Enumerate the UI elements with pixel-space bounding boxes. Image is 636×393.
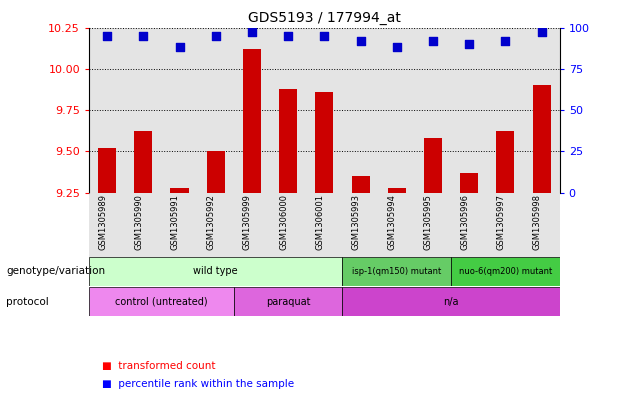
Text: GSM1305992: GSM1305992 bbox=[207, 194, 216, 250]
Text: GSM1305998: GSM1305998 bbox=[532, 194, 542, 250]
Bar bbox=[415, 28, 451, 193]
Bar bbox=[342, 193, 378, 257]
Text: GSM1305999: GSM1305999 bbox=[243, 194, 252, 250]
Point bbox=[102, 33, 112, 39]
Text: GSM1306001: GSM1306001 bbox=[315, 194, 324, 250]
Bar bbox=[234, 287, 342, 316]
Point bbox=[428, 38, 438, 44]
Bar bbox=[342, 28, 378, 193]
Point bbox=[501, 38, 511, 44]
Bar bbox=[315, 92, 333, 193]
Bar bbox=[523, 28, 560, 193]
Text: GSM1305991: GSM1305991 bbox=[170, 194, 179, 250]
Point bbox=[392, 44, 402, 50]
Bar bbox=[198, 193, 234, 257]
Text: wild type: wild type bbox=[193, 266, 238, 276]
Bar bbox=[342, 287, 560, 316]
Bar bbox=[162, 28, 198, 193]
Bar bbox=[378, 28, 415, 193]
Bar bbox=[487, 28, 523, 193]
Bar bbox=[234, 28, 270, 193]
Bar bbox=[243, 49, 261, 193]
Bar bbox=[162, 193, 198, 257]
Bar bbox=[89, 287, 234, 316]
Point bbox=[211, 33, 221, 39]
Bar bbox=[125, 193, 162, 257]
Point bbox=[356, 38, 366, 44]
Text: GSM1305993: GSM1305993 bbox=[352, 194, 361, 250]
Bar bbox=[523, 193, 560, 257]
Bar bbox=[388, 187, 406, 193]
Bar bbox=[451, 193, 487, 257]
Point bbox=[247, 29, 257, 36]
Text: control (untreated): control (untreated) bbox=[115, 297, 208, 307]
Bar bbox=[424, 138, 442, 193]
Text: n/a: n/a bbox=[443, 297, 459, 307]
Point bbox=[537, 29, 547, 36]
Bar bbox=[89, 28, 125, 193]
Bar bbox=[170, 187, 189, 193]
Bar bbox=[451, 257, 560, 286]
Bar bbox=[98, 148, 116, 193]
Text: GSM1305997: GSM1305997 bbox=[496, 194, 506, 250]
Bar bbox=[125, 28, 162, 193]
Text: nuo-6(qm200) mutant: nuo-6(qm200) mutant bbox=[459, 267, 552, 276]
Bar bbox=[415, 193, 451, 257]
Point bbox=[319, 33, 329, 39]
Point bbox=[464, 41, 474, 47]
Bar bbox=[270, 28, 307, 193]
Bar bbox=[342, 257, 451, 286]
Bar bbox=[487, 193, 523, 257]
Text: GSM1306000: GSM1306000 bbox=[279, 194, 288, 250]
Bar bbox=[460, 173, 478, 193]
Point bbox=[174, 44, 184, 50]
Bar bbox=[532, 85, 551, 193]
Bar bbox=[378, 193, 415, 257]
Bar bbox=[234, 193, 270, 257]
Bar bbox=[134, 132, 153, 193]
Bar bbox=[270, 193, 307, 257]
Bar bbox=[89, 257, 342, 286]
Bar bbox=[198, 28, 234, 193]
Text: isp-1(qm150) mutant: isp-1(qm150) mutant bbox=[352, 267, 441, 276]
Bar bbox=[207, 151, 225, 193]
Bar bbox=[496, 132, 515, 193]
Text: GSM1305996: GSM1305996 bbox=[460, 194, 469, 250]
Text: GSM1305994: GSM1305994 bbox=[388, 194, 397, 250]
Bar bbox=[307, 28, 342, 193]
Bar bbox=[89, 193, 125, 257]
Bar bbox=[279, 88, 297, 193]
Point bbox=[138, 33, 148, 39]
Point bbox=[283, 33, 293, 39]
Text: GSM1305989: GSM1305989 bbox=[98, 194, 107, 250]
Text: ■  transformed count: ■ transformed count bbox=[102, 362, 215, 371]
Text: paraquat: paraquat bbox=[266, 297, 310, 307]
Bar bbox=[451, 28, 487, 193]
Text: ■  percentile rank within the sample: ■ percentile rank within the sample bbox=[102, 379, 294, 389]
Text: GSM1305995: GSM1305995 bbox=[424, 194, 433, 250]
Text: protocol: protocol bbox=[6, 297, 49, 307]
Bar bbox=[307, 193, 342, 257]
Bar bbox=[352, 176, 370, 193]
Text: GSM1305990: GSM1305990 bbox=[134, 194, 143, 250]
Text: genotype/variation: genotype/variation bbox=[6, 266, 106, 276]
Title: GDS5193 / 177994_at: GDS5193 / 177994_at bbox=[248, 11, 401, 25]
